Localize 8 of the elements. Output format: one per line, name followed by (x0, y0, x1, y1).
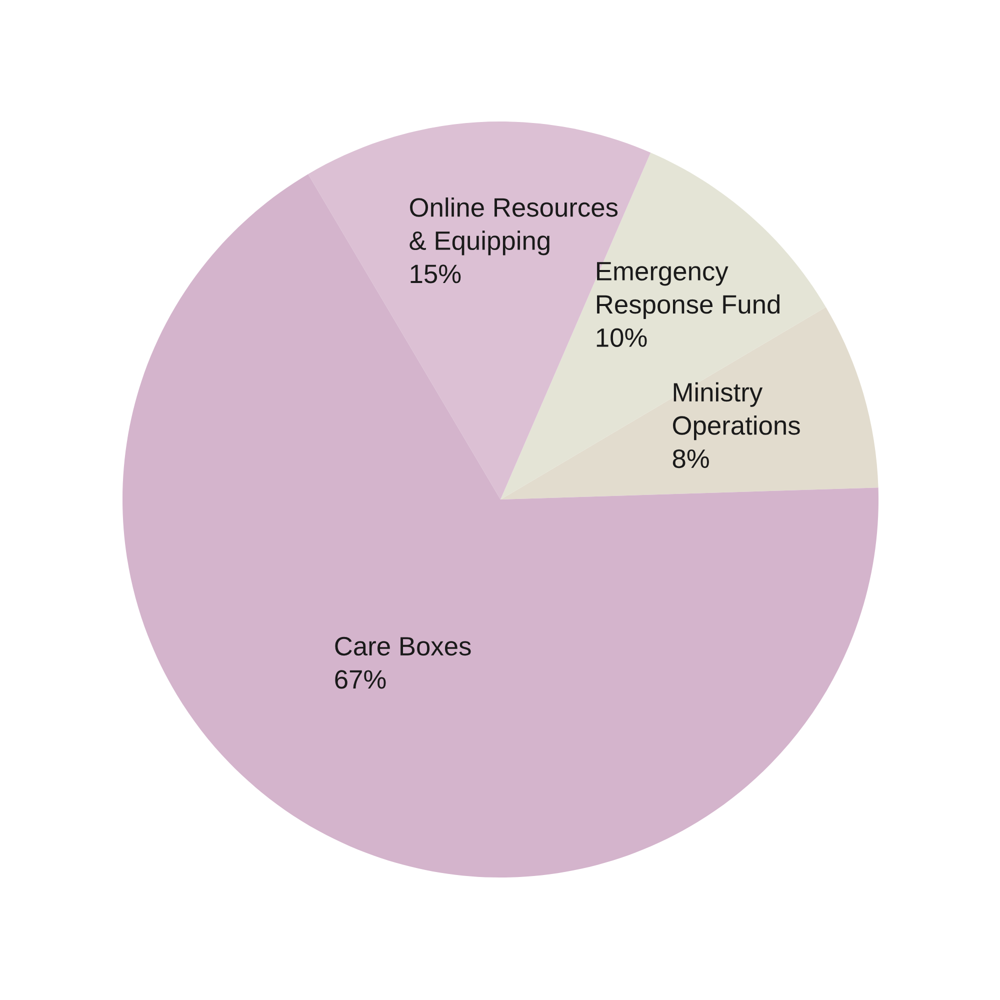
slice-label: Ministry Operations (672, 382, 800, 440)
slice-label: Emergency Response Fund (597, 262, 780, 319)
data-label: 10% (596, 328, 647, 347)
data-label: 67% (335, 670, 386, 689)
slice-label: Care Boxes (335, 636, 471, 656)
data-label: 8% (672, 449, 709, 468)
data-label: 15% (410, 264, 461, 284)
slice-label: Online Resources & Equipping (410, 197, 618, 256)
